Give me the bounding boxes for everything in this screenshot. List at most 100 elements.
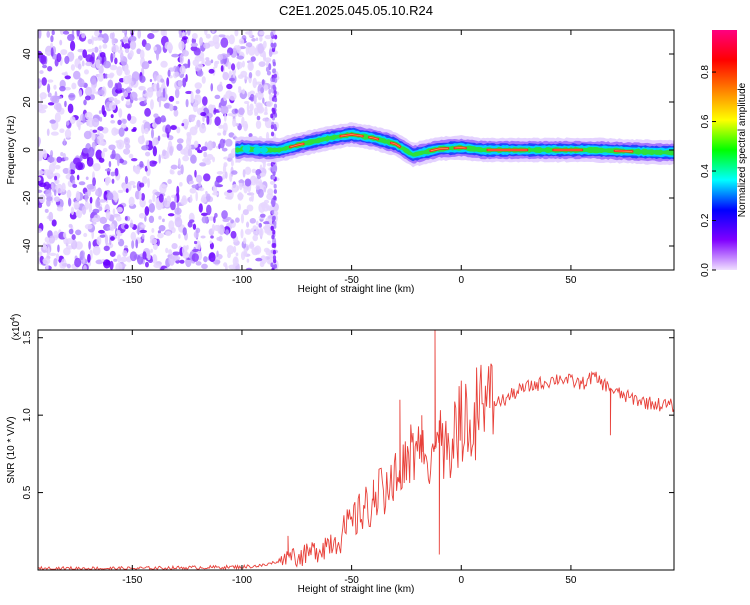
noise-speck xyxy=(274,211,279,216)
noise-speck xyxy=(51,219,57,227)
noise-speck xyxy=(256,103,263,113)
noise-speck xyxy=(212,34,220,45)
noise-speck xyxy=(128,196,135,207)
noise-speck xyxy=(78,181,86,186)
noise-speck xyxy=(268,218,273,224)
noise-speck xyxy=(190,180,194,184)
noise-speck xyxy=(161,184,168,188)
noise-speck xyxy=(195,191,198,202)
noise-speck xyxy=(235,252,239,257)
noise-speck xyxy=(268,63,272,71)
noise-speck xyxy=(198,181,202,187)
noise-speck xyxy=(87,253,91,263)
noise-speck xyxy=(158,97,162,108)
noise-speck xyxy=(121,95,124,101)
noise-speck xyxy=(245,46,249,55)
noise-speck xyxy=(271,209,275,215)
noise-speck xyxy=(99,51,106,58)
noise-speck xyxy=(77,63,82,70)
noise-speck xyxy=(109,64,118,71)
noise-speck xyxy=(230,63,236,71)
noise-speck xyxy=(205,190,208,196)
noise-speck xyxy=(272,249,277,255)
noise-speck xyxy=(77,48,85,53)
noise-speck xyxy=(95,149,103,160)
noise-speck xyxy=(192,102,198,113)
noise-speck xyxy=(41,77,47,86)
noise-speck xyxy=(86,183,95,190)
noise-speck xyxy=(51,95,60,104)
noise-speck xyxy=(270,131,275,137)
noise-speck xyxy=(84,111,93,120)
noise-speck xyxy=(152,137,157,148)
noise-speck xyxy=(117,189,124,194)
noise-speck xyxy=(225,195,233,200)
noise-speck xyxy=(83,69,89,75)
noise-speck xyxy=(170,164,178,170)
spectrogram-y-tick-label: -40 xyxy=(22,238,33,253)
noise-speck xyxy=(81,32,86,39)
noise-speck xyxy=(165,127,169,134)
noise-speck xyxy=(116,215,122,222)
noise-speck xyxy=(142,175,148,185)
noise-speck xyxy=(226,52,230,58)
noise-speck xyxy=(237,203,241,211)
noise-speck xyxy=(273,221,277,226)
noise-speck xyxy=(84,86,93,97)
noise-speck xyxy=(47,246,50,257)
noise-speck xyxy=(126,86,131,94)
noise-speck xyxy=(38,189,43,194)
noise-speck xyxy=(198,203,203,213)
noise-speck xyxy=(273,165,278,171)
noise-speck xyxy=(273,97,278,103)
noise-speck xyxy=(110,171,116,177)
noise-speck xyxy=(59,128,65,133)
snr-x-tick-label: 0 xyxy=(458,575,464,586)
noise-speck xyxy=(73,157,81,165)
noise-speck xyxy=(222,122,228,133)
noise-speck xyxy=(232,69,236,78)
noise-speck xyxy=(65,120,70,126)
noise-speck xyxy=(248,30,253,38)
noise-speck xyxy=(182,36,188,41)
noise-speck xyxy=(166,77,170,87)
noise-speck xyxy=(238,181,243,191)
noise-speck xyxy=(262,117,269,122)
colorbar-tick-label: 0.0 xyxy=(700,263,711,277)
noise-speck xyxy=(60,49,68,55)
noise-speck xyxy=(94,46,99,53)
noise-speck xyxy=(84,200,89,210)
noise-speck xyxy=(115,140,120,144)
noise-speck xyxy=(103,110,107,118)
noise-speck xyxy=(102,43,108,49)
noise-speck xyxy=(137,30,142,39)
noise-speck xyxy=(147,178,150,188)
noise-speck xyxy=(142,251,147,260)
noise-speck xyxy=(272,109,276,115)
noise-speck xyxy=(47,83,51,94)
noise-speck xyxy=(130,157,138,162)
noise-speck xyxy=(110,236,115,241)
noise-speck xyxy=(91,47,96,52)
signal-blob xyxy=(259,147,268,153)
noise-speck xyxy=(109,250,116,257)
noise-speck xyxy=(38,170,44,176)
noise-speck xyxy=(123,137,130,146)
noise-speck xyxy=(191,32,198,40)
noise-speck xyxy=(164,41,173,50)
noise-speck xyxy=(271,167,275,172)
noise-speck xyxy=(57,244,60,253)
noise-speck xyxy=(271,234,275,240)
noise-speck xyxy=(129,222,134,228)
signal-core-highlight xyxy=(614,150,633,152)
colorbar-tick-label: 0.8 xyxy=(700,65,711,79)
noise-speck xyxy=(92,129,98,133)
noise-speck xyxy=(99,30,102,34)
noise-speck xyxy=(201,96,208,106)
noise-speck xyxy=(220,105,229,115)
noise-speck xyxy=(150,99,154,110)
noise-speck xyxy=(69,116,76,124)
noise-speck xyxy=(40,244,48,254)
noise-speck xyxy=(47,79,54,83)
noise-speck xyxy=(121,118,127,125)
